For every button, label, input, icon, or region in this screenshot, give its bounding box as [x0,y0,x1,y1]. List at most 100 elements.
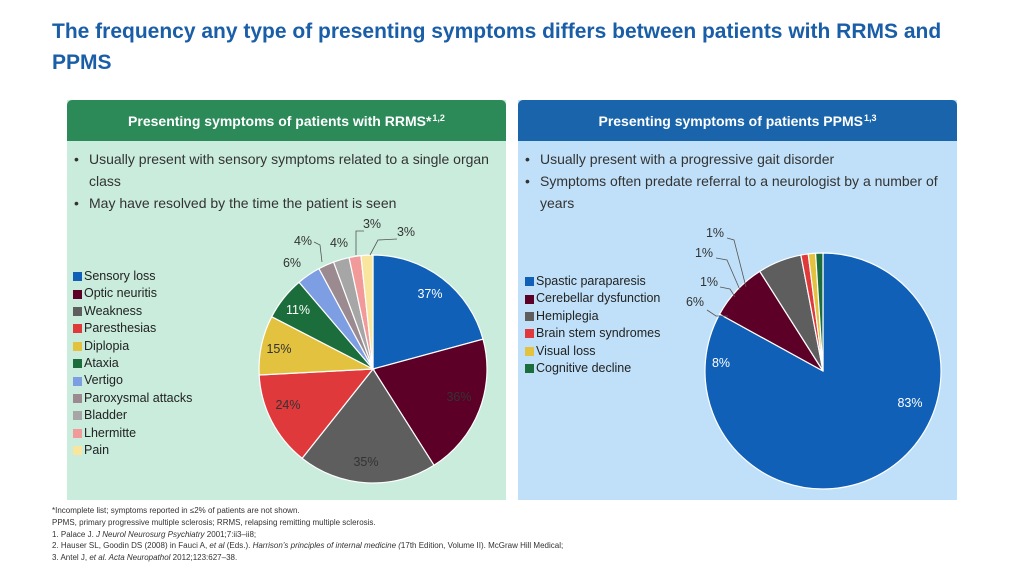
legend-swatch [73,394,82,404]
legend-label: Cerebellar dysfunction [536,291,661,306]
rrms-bullet-list: Usually present with sensory symptoms re… [74,148,499,214]
rrms-label-optic-neuritis: 36% [446,390,471,404]
legend-item-cerebellar-dysfunction: Cerebellar dysfunction [525,290,660,307]
rrms-legend: Sensory loss Optic neuritis Weakness Parest… [73,268,192,459]
ppms-heading-refs: 1,3 [863,112,877,123]
rrms-slice-paresthesias [258,368,375,460]
reference-2: 2. Hauser SL, Goodin DS (2008) in Fauci … [52,541,564,551]
rrms-label-sensory-loss: 37% [417,287,442,301]
legend-swatch [73,411,82,421]
legend-swatch [525,277,534,287]
legend-item-lhermitte: Lhermitte [73,425,192,442]
rrms-leader-paroxysmal-attacks [313,241,323,263]
ppms-label-cognitive-decline: 1% [706,226,724,240]
legend-item-diplopia: Diplopia [73,338,192,355]
legend-item-brain-stem-syndromes: Brain stem syndromes [525,325,660,342]
ppms-leader-visual-loss [715,257,741,291]
rrms-heading-refs: 1,2 [432,112,445,123]
legend-item-weakness: Weakness [73,303,192,320]
legend-item-visual-loss: Visual loss [525,343,660,360]
rrms-heading-text: Presenting symptoms of patients with RRM… [128,112,432,129]
legend-swatch [73,446,82,456]
rrms-slice-weakness [301,367,435,484]
legend-item-hemiplegia: Hemiplegia [525,308,660,325]
legend-label: Weakness [84,303,143,318]
legend-label: Optic neuritis [84,286,157,301]
rrms-bullet: Usually present with sensory symptoms re… [74,148,499,192]
rrms-slice-pain [360,254,374,370]
legend-item-bladder: Bladder [73,407,192,424]
legend-label: Bladder [84,408,128,423]
legend-item-paresthesias: Paresthesias [73,320,192,337]
legend-swatch [73,359,82,369]
legend-label: Cognitive decline [536,361,632,376]
legend-label: Pain [84,443,110,458]
ppms-bullet-list: Usually present with a progressive gait … [525,148,945,214]
rrms-slice-optic-neuritis [372,338,488,467]
page-title: The frequency any type of presenting sym… [52,20,942,74]
ppms-leader-brain-stem-syndromes [719,286,736,298]
legend-label: Paresthesias [84,321,157,336]
rrms-label-pain: 3% [397,225,415,239]
reference-3: 3. Antel J, et al. Acta Neuropathol 2012… [52,553,238,563]
legend-swatch [73,428,82,438]
footer-notes: *Incomplete list; symptoms reported in ≤… [52,505,992,564]
legend-swatch [73,289,82,299]
legend-swatch [73,341,82,351]
legend-item-sensory-loss: Sensory loss [73,268,192,285]
legend-swatch [73,376,82,386]
legend-item-paroxysmal-attacks: Paroxysmal attacks [73,390,192,407]
legend-label: Brain stem syndromes [536,326,661,341]
ppms-slice-cognitive-decline [814,252,824,372]
legend-item-spastic-paraparesis: Spastic paraparesis [525,273,660,290]
legend-label: Vertigo [84,373,123,388]
legend-item-optic-neuritis: Optic neuritis [73,285,192,302]
legend-swatch [525,312,534,322]
abbreviations: PPMS, primary progressive multiple scler… [52,517,376,527]
rrms-label-diplopia: 15% [266,342,291,356]
ppms-legend: Spastic paraparesis Cerebellar dysfunctio… [525,273,660,377]
ppms-label-visual-loss: 1% [695,246,713,260]
legend-swatch [525,294,534,304]
ppms-leader-hemiplegia [706,309,728,317]
legend-swatch [525,364,534,374]
footnote: *Incomplete list; symptoms reported in ≤… [52,506,300,515]
legend-label: Diplopia [84,338,130,353]
ppms-bullet: Usually present with a progressive gait … [525,148,945,170]
legend-item-cognitive-decline: Cognitive decline [525,360,660,377]
ppms-pie-chart: 83% 8% 6% 1% 1% 1% [686,226,942,490]
legend-label: Visual loss [536,343,596,358]
rrms-bullet: May have resolved by the time the patien… [74,192,499,214]
ppms-bullet: Symptoms often predate referral to a neu… [525,170,945,214]
rrms-leader-pain [369,238,398,256]
rrms-pie-chart: 37% 36% 35% 24% 15% 11% 6% 4% 4% 3% 3% [258,217,488,484]
legend-label: Paroxysmal attacks [84,390,193,405]
rrms-label-vertigo: 6% [283,256,301,270]
ppms-panel-heading: Presenting symptoms of patients PPMS 1,3 [518,100,957,141]
ppms-label-cerebellar-dysfunction: 8% [712,356,730,370]
ppms-label-spastic-paraparesis: 83% [897,396,922,410]
rrms-label-bladder: 4% [330,236,348,250]
rrms-label-weakness: 35% [353,455,378,469]
rrms-label-lhermitte: 3% [363,217,381,231]
rrms-panel-heading: Presenting symptoms of patients with RRM… [67,100,506,141]
rrms-label-paresthesias: 24% [275,398,300,412]
legend-swatch [525,346,534,356]
legend-swatch [73,272,82,282]
reference-1: 1. Palace J. J Neurol Neurosurg Psychiat… [52,529,257,539]
ppms-leader-cognitive-decline [726,237,747,288]
legend-item-ataxia: Ataxia [73,355,192,372]
legend-label: Hemiplegia [536,308,599,323]
rrms-slice-sensory-loss [372,254,484,370]
legend-swatch [525,329,534,339]
legend-label: Sensory loss [84,269,156,283]
legend-label: Lhermitte [84,425,137,440]
rrms-label-ataxia: 11% [286,303,310,317]
rrms-label-paroxysmal-attacks: 4% [294,234,312,248]
legend-swatch [73,307,82,317]
legend-label: Spastic paraparesis [536,274,646,288]
legend-swatch [73,324,82,334]
ppms-heading-text: Presenting symptoms of patients PPMS [598,112,863,129]
rrms-leader-lhermitte [355,230,364,255]
